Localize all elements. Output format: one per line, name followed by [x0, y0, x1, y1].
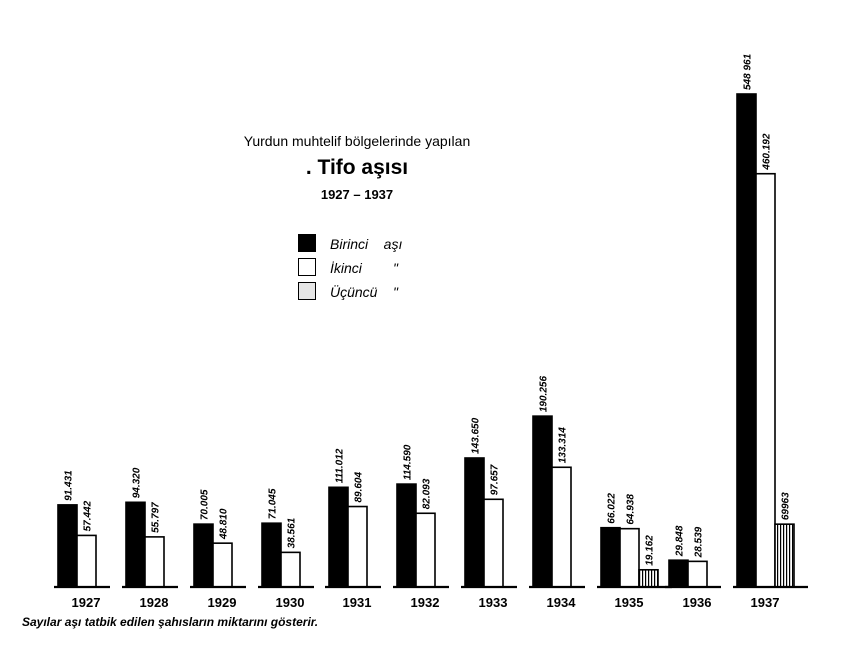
- bar-first-1931: [328, 486, 349, 588]
- tick-label-1929: 1929: [208, 595, 237, 610]
- bar-third-1935: [638, 568, 659, 588]
- bar-second-1935: [619, 527, 640, 588]
- bar-second-1929: [212, 542, 233, 588]
- bar-second-1934: [551, 466, 572, 588]
- data-label-second-1930: 38.561: [287, 517, 298, 548]
- bar-first-1932: [396, 483, 417, 588]
- bar-first-1934: [532, 415, 553, 588]
- tick-label-1931: 1931: [343, 595, 372, 610]
- legend-swatch-gray: [298, 282, 316, 300]
- tick-label-1936: 1936: [683, 595, 712, 610]
- data-label-second-1927: 57.442: [83, 500, 94, 531]
- bar-first-1929: [193, 523, 214, 588]
- bar-first-1927: [57, 504, 78, 588]
- bar-first-1928: [125, 501, 146, 588]
- bar-second-1936: [687, 560, 708, 588]
- data-label-first-1927: 91.431: [64, 470, 75, 501]
- bar-first-1935: [600, 526, 621, 588]
- data-label-second-1931: 89.604: [354, 472, 365, 503]
- footnote: Sayılar aşı tatbik edilen şahısların mik…: [22, 615, 319, 629]
- tick-label-1933: 1933: [479, 595, 508, 610]
- legend-label-first-dose: Birinci aşı: [330, 236, 403, 252]
- bar-second-1930: [280, 551, 301, 588]
- tick-label-1935: 1935: [615, 595, 644, 610]
- bar-second-1932: [415, 512, 436, 588]
- data-label-second-1932: 82.093: [422, 478, 433, 509]
- bar-second-1933: [483, 498, 504, 588]
- bar-first-1930: [261, 522, 282, 588]
- tick-label-1932: 1932: [411, 595, 440, 610]
- data-label-second-1933: 97.657: [490, 464, 501, 495]
- data-label-second-1937: 460.192: [762, 133, 773, 171]
- data-label-first-1929: 70.005: [200, 489, 211, 520]
- bar-third-1937: [774, 523, 795, 588]
- data-label-second-1935: 64.938: [626, 494, 637, 525]
- tick-label-1937: 1937: [751, 595, 780, 610]
- data-label-third-1935: 19.162: [645, 535, 656, 566]
- data-label-first-1933: 143.650: [471, 417, 482, 454]
- data-label-third-1937: 69963: [781, 492, 792, 520]
- data-label-first-1937: 548 961: [743, 53, 754, 90]
- bar-second-1937: [755, 172, 776, 588]
- legend-swatch-black: [298, 234, 316, 252]
- bar-second-1927: [76, 534, 97, 588]
- data-label-first-1934: 190.256: [539, 376, 550, 413]
- bar-second-1931: [347, 505, 368, 588]
- data-label-second-1929: 48.810: [219, 508, 230, 540]
- chart-subtitle: Yurdun muhtelif bölgelerinde yapılan: [243, 133, 471, 149]
- data-label-second-1928: 55.797: [151, 502, 162, 533]
- bar-first-1937: [736, 93, 757, 588]
- legend-swatch-white: [298, 258, 316, 276]
- data-label-first-1930: 71.045: [268, 488, 279, 519]
- bar-first-1933: [464, 457, 485, 588]
- tick-label-1934: 1934: [547, 595, 577, 610]
- legend-label-third-dose: Üçüncü ": [330, 284, 398, 300]
- tick-label-1930: 1930: [276, 595, 305, 610]
- chart-title: . Tifo aşısı: [305, 156, 409, 179]
- bar-second-1928: [144, 536, 165, 588]
- data-label-first-1935: 66.022: [607, 493, 618, 524]
- data-label-first-1931: 111.012: [335, 448, 346, 483]
- data-label-first-1928: 94.320: [132, 467, 143, 498]
- chart-year-range: 1927 – 1937: [320, 187, 394, 202]
- data-label-second-1934: 133.314: [558, 427, 569, 464]
- legend-label-second-dose: İkinci ": [330, 260, 398, 276]
- data-label-first-1936: 29.848: [675, 525, 686, 557]
- tick-label-1928: 1928: [140, 595, 169, 610]
- bar-first-1936: [668, 559, 689, 588]
- tick-label-1927: 1927: [72, 595, 101, 610]
- data-label-first-1932: 114.590: [403, 444, 414, 480]
- data-label-second-1936: 28.539: [694, 526, 705, 558]
